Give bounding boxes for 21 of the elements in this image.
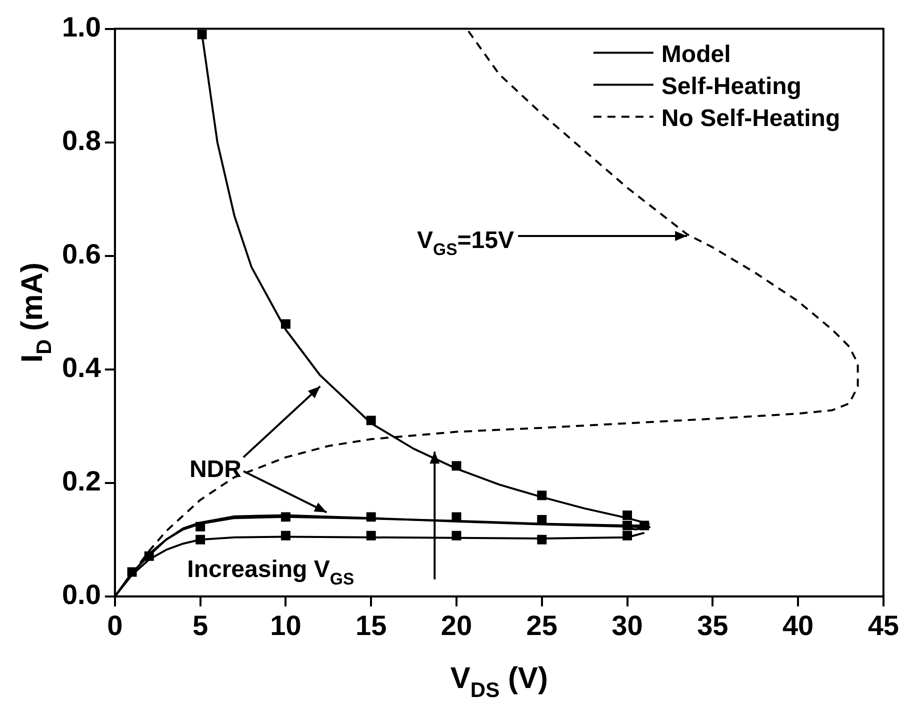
x-tick-label: 0 <box>107 610 123 641</box>
x-tick-label: 45 <box>868 610 900 641</box>
legend-label: Model <box>661 40 731 68</box>
y-tick-label: 0.8 <box>62 125 101 156</box>
y-tick-label: 0.2 <box>62 466 101 497</box>
x-tick-label: 35 <box>697 610 728 641</box>
x-tick-label: 30 <box>612 610 643 641</box>
y-axis-title: ID (mA) <box>16 262 56 363</box>
legend-label: Self-Heating <box>661 72 802 100</box>
x-tick-label: 40 <box>782 610 814 641</box>
x-tick-label: 20 <box>440 610 472 641</box>
y-tick-label: 1.0 <box>62 12 101 43</box>
y-tick-label: 0.4 <box>62 352 102 384</box>
x-tick-label: 25 <box>526 610 558 641</box>
x-tick-label: 15 <box>356 610 387 641</box>
x-tick-label: 5 <box>192 610 208 641</box>
y-tick-label: 0.6 <box>62 238 101 270</box>
annotation: NDR <box>189 456 242 484</box>
x-tick-label: 10 <box>270 610 302 641</box>
legend-label: No Self-Heating <box>661 104 840 132</box>
y-tick-label: 0.0 <box>62 579 101 610</box>
